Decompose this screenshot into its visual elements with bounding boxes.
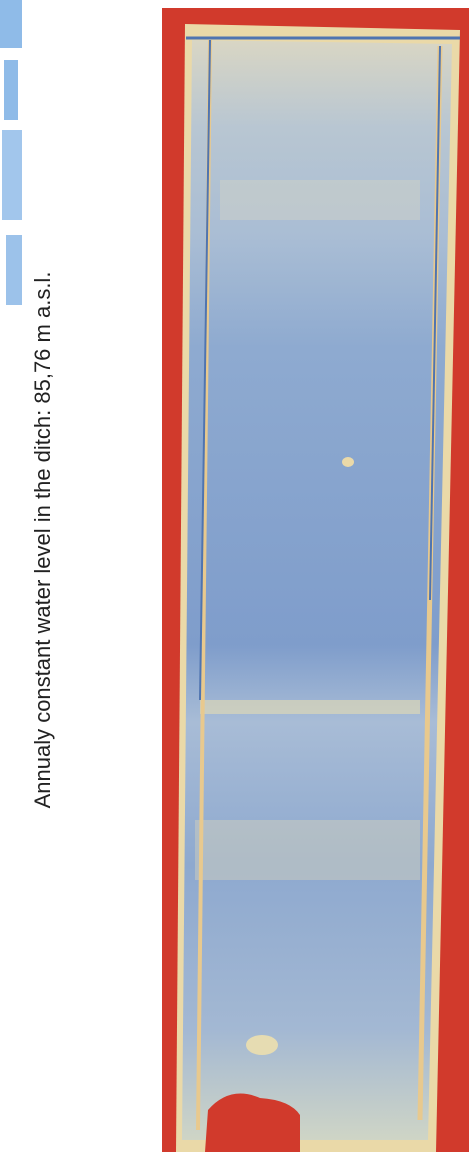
- water-patch: [2, 130, 22, 220]
- water-patch: [6, 235, 22, 305]
- raster-map: [162, 8, 469, 1152]
- field-band: [195, 820, 420, 880]
- field-band: [220, 180, 420, 220]
- caption: Annualy constant water level in the ditc…: [30, 272, 55, 809]
- water-patch: [0, 0, 22, 48]
- field-band: [200, 700, 420, 714]
- light-patch: [342, 457, 354, 467]
- map-figure: Annualy constant water level in the ditc…: [0, 0, 469, 1152]
- light-patch: [246, 1035, 278, 1055]
- left-strip: [0, 0, 22, 305]
- water-patch: [4, 60, 18, 120]
- page: Annualy constant water level in the ditc…: [0, 0, 469, 1152]
